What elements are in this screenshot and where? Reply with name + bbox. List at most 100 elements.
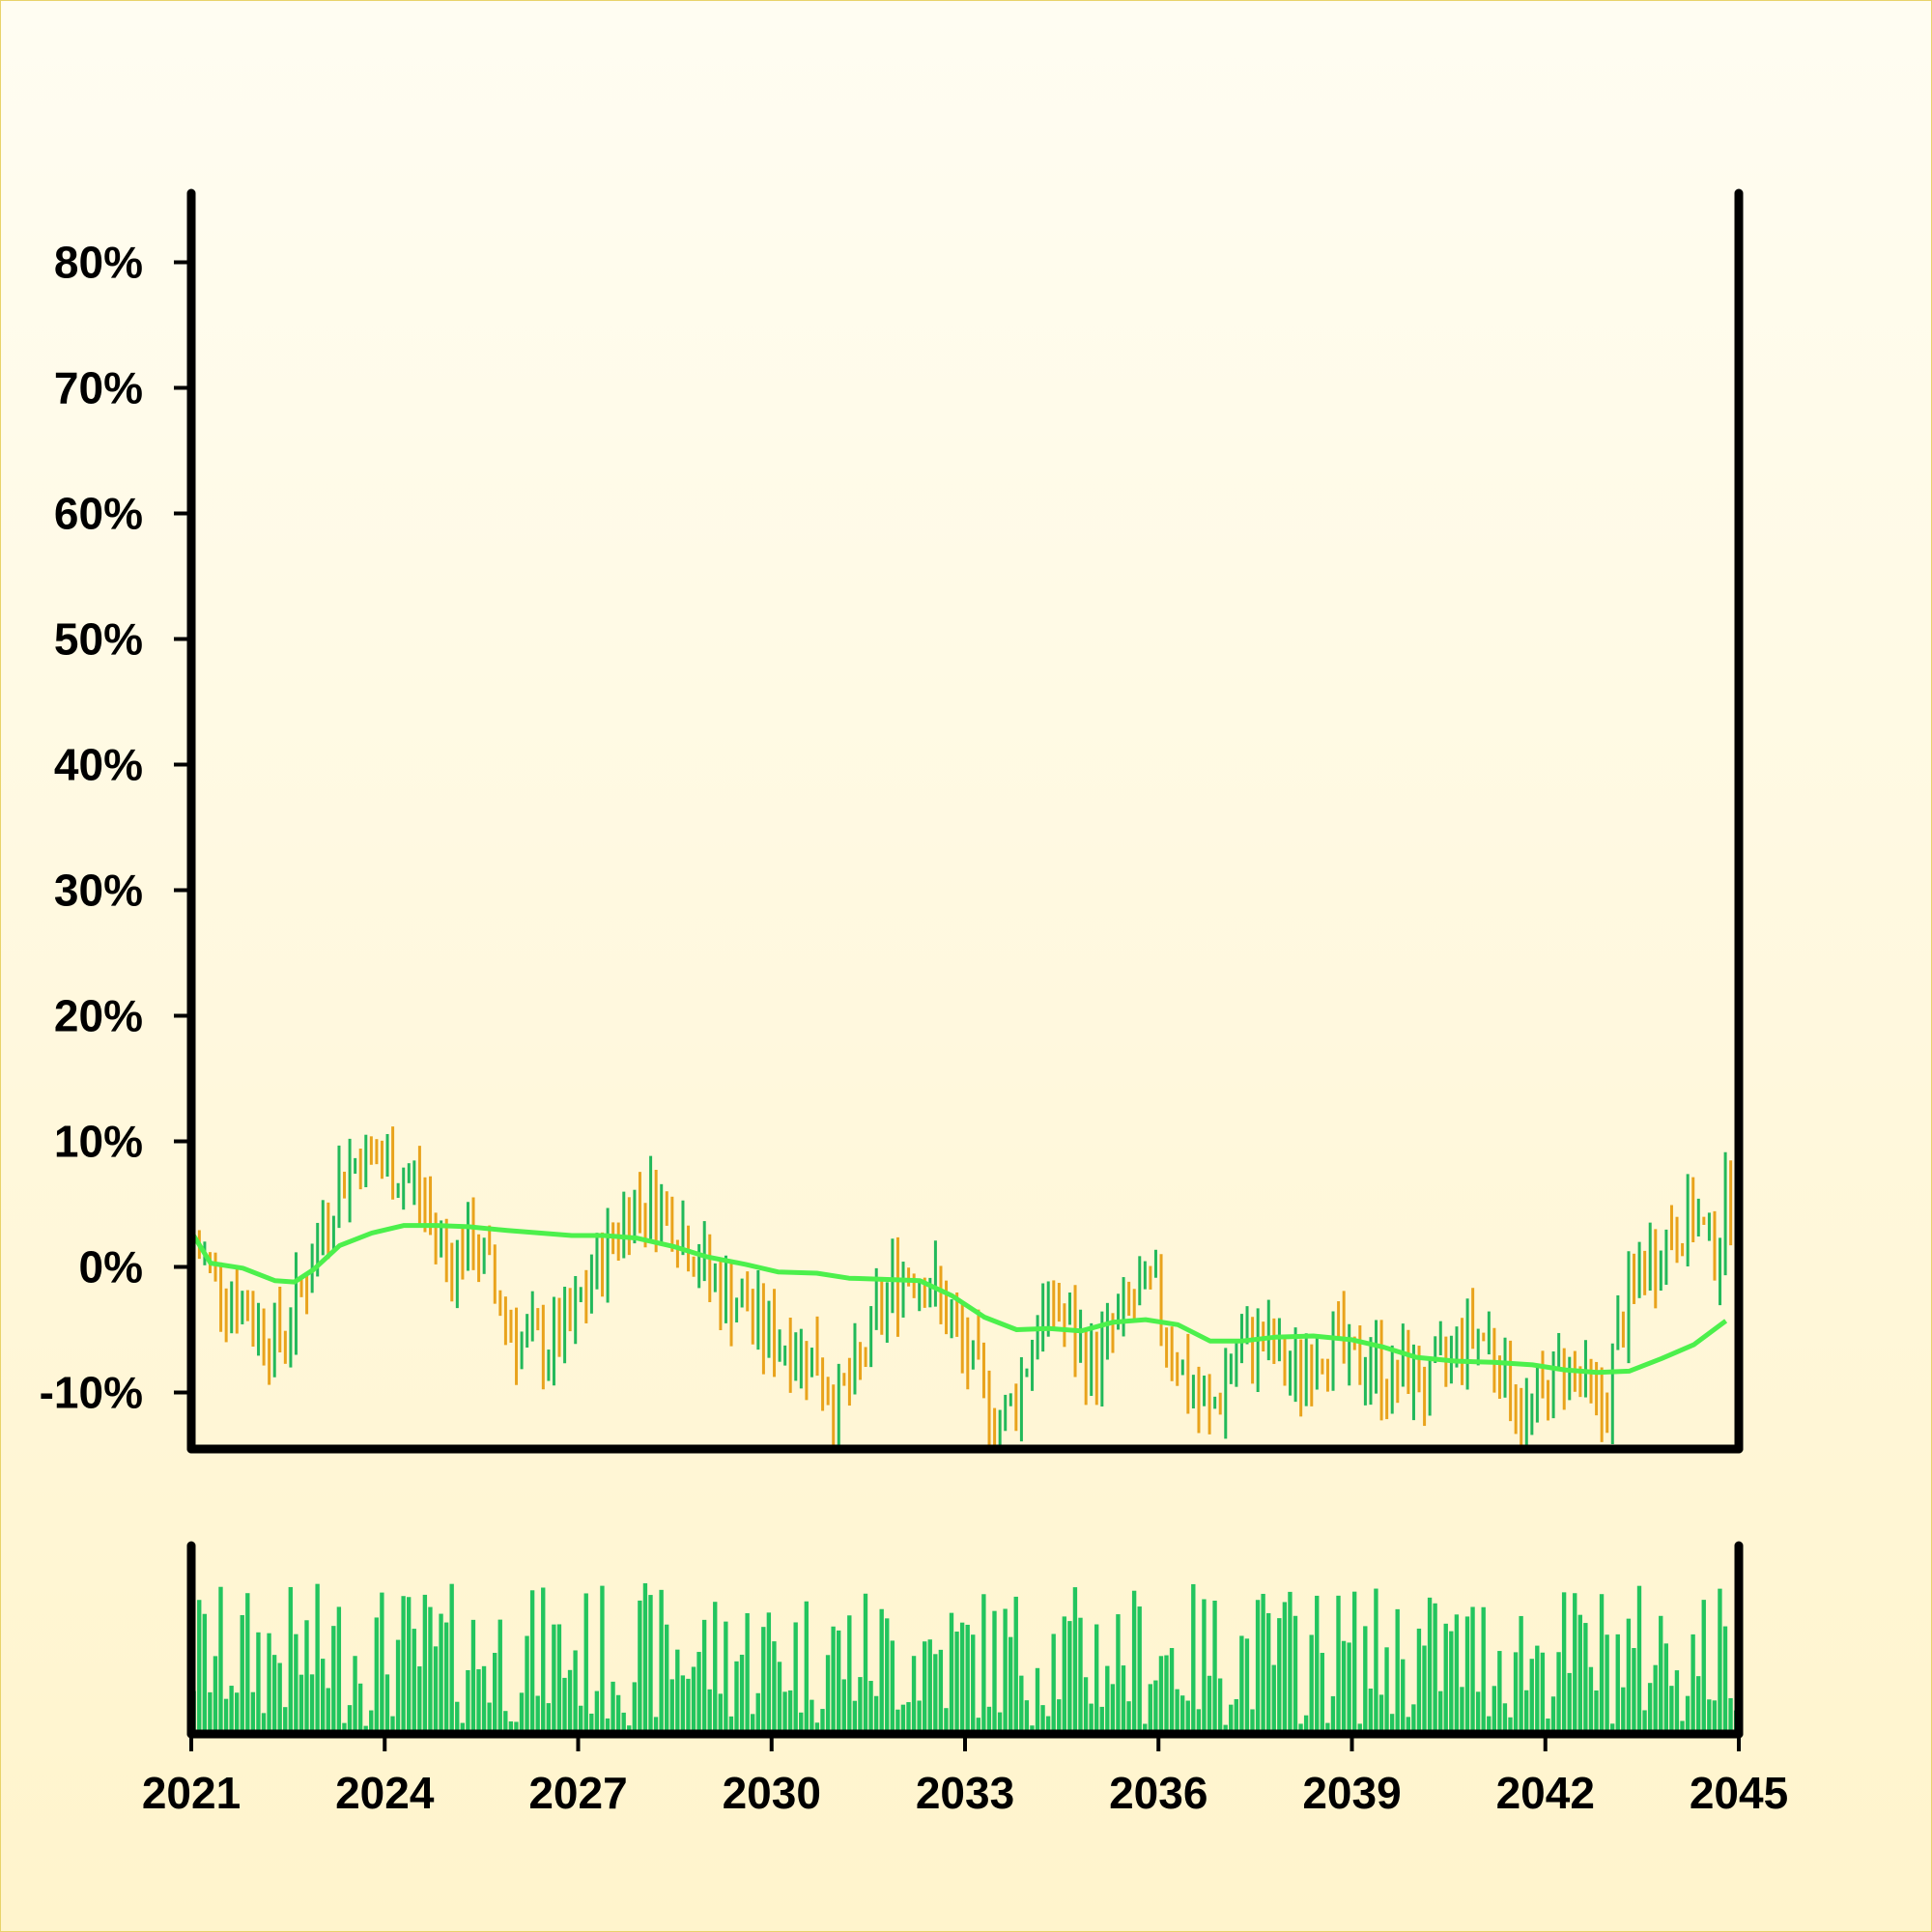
volume-bar (911, 1656, 917, 1734)
volume-bar (1298, 1723, 1303, 1734)
volume-bar (761, 1627, 766, 1734)
volume-bar (1659, 1615, 1663, 1734)
volume-bar (680, 1675, 686, 1734)
volume-bar (449, 1583, 454, 1734)
volume-bar (374, 1617, 379, 1734)
volume-bar (1105, 1665, 1110, 1734)
volume-bar (1605, 1634, 1609, 1734)
volume-bar (885, 1618, 890, 1734)
axes (174, 188, 1744, 1751)
volume-bar (1389, 1714, 1395, 1734)
y-tick-label: 60% (54, 489, 143, 539)
volume-bar (1653, 1664, 1658, 1734)
volume-bar (814, 1722, 820, 1734)
volume-bar (1143, 1723, 1148, 1734)
volume-bar (1121, 1665, 1126, 1734)
volume-bar (707, 1689, 712, 1734)
volume-bar (755, 1692, 760, 1734)
volume-bar (466, 1669, 470, 1734)
volume-bar (213, 1656, 218, 1734)
volume-bar (923, 1641, 927, 1734)
volume-bar (417, 1666, 422, 1734)
volume-bar (245, 1593, 250, 1734)
volume-bar (357, 1683, 363, 1734)
volume-bar (873, 1695, 879, 1734)
volume-bar (799, 1712, 804, 1734)
volume-bar (1378, 1694, 1384, 1734)
volume-bar (503, 1711, 508, 1734)
volume-bar (546, 1703, 551, 1734)
volume-bar (653, 1717, 659, 1734)
volume-bar (1722, 1626, 1728, 1734)
volume-bar (1051, 1634, 1056, 1734)
volume-bar (1067, 1621, 1072, 1734)
volume-bar (944, 1708, 949, 1734)
volume-bar (1035, 1667, 1040, 1734)
volume-bar (519, 1692, 525, 1734)
volume-bar (1347, 1642, 1351, 1734)
volume-bar (1261, 1593, 1265, 1734)
volume-bar (890, 1640, 895, 1734)
volume-bar (277, 1662, 282, 1734)
volume-bar (938, 1649, 944, 1734)
volume-bar (250, 1691, 256, 1734)
volume-bar (1083, 1677, 1089, 1734)
volume-bar (508, 1721, 514, 1734)
volume-bar (336, 1606, 342, 1734)
volume-bar (256, 1632, 261, 1734)
volume-bar (497, 1619, 502, 1734)
volume-bar (1550, 1696, 1556, 1734)
volume-bar (615, 1694, 621, 1734)
volume-bar (1207, 1675, 1212, 1734)
volume-bar (476, 1669, 481, 1734)
volume-bar (665, 1624, 669, 1734)
volume-bar (1594, 1690, 1599, 1734)
volume-bar (772, 1641, 777, 1734)
volume-bar (1325, 1722, 1330, 1734)
volume-bar (529, 1590, 535, 1734)
volume-bar (1003, 1608, 1008, 1734)
volume-bar (1411, 1704, 1416, 1734)
volume-bar (1685, 1695, 1690, 1734)
volume-bar (1508, 1717, 1513, 1734)
volume-bar (369, 1710, 374, 1734)
volume-bar (1341, 1640, 1347, 1734)
volume-bar (1019, 1675, 1024, 1734)
volume-bar (412, 1629, 416, 1734)
volume-bar (541, 1587, 546, 1734)
volume-bar (583, 1593, 588, 1734)
volume-bar (481, 1665, 487, 1734)
volume-bar (407, 1597, 412, 1734)
volume-bar (455, 1701, 460, 1734)
volume-bar (401, 1596, 406, 1734)
y-axis-tick-labels: -10% 0% 10% 20% 30% 40% 50% 60% 70% 80% (40, 238, 143, 1418)
volume-bar (1244, 1638, 1250, 1734)
volume-bar (1573, 1593, 1577, 1734)
volume-bar (1282, 1602, 1288, 1734)
volume-bar (1094, 1624, 1099, 1734)
volume-bar (283, 1707, 288, 1734)
y-tick-label: 20% (54, 991, 143, 1041)
volume-bar (1180, 1695, 1185, 1734)
volume-bar (552, 1624, 556, 1734)
volume-bar (992, 1610, 997, 1734)
volume-bar (556, 1624, 562, 1734)
volume-bar (525, 1635, 529, 1734)
volume-bar (326, 1688, 330, 1734)
volume-bar (777, 1662, 782, 1734)
volume-bar (202, 1613, 207, 1734)
volume-bar (1330, 1695, 1336, 1734)
volume-bar (428, 1606, 433, 1734)
volume-bar (728, 1716, 734, 1734)
volume-bar (342, 1722, 347, 1734)
volume-bar (1647, 1683, 1653, 1734)
volume-bar (906, 1702, 911, 1734)
volume-bar (487, 1702, 492, 1734)
volume-bar (642, 1583, 648, 1734)
volume-bar (1519, 1615, 1523, 1734)
volume-bar (1239, 1635, 1244, 1734)
volume-bar (288, 1586, 293, 1734)
volume-bar (1701, 1600, 1706, 1734)
volume-bar (863, 1593, 868, 1734)
volume-bar (223, 1698, 229, 1734)
